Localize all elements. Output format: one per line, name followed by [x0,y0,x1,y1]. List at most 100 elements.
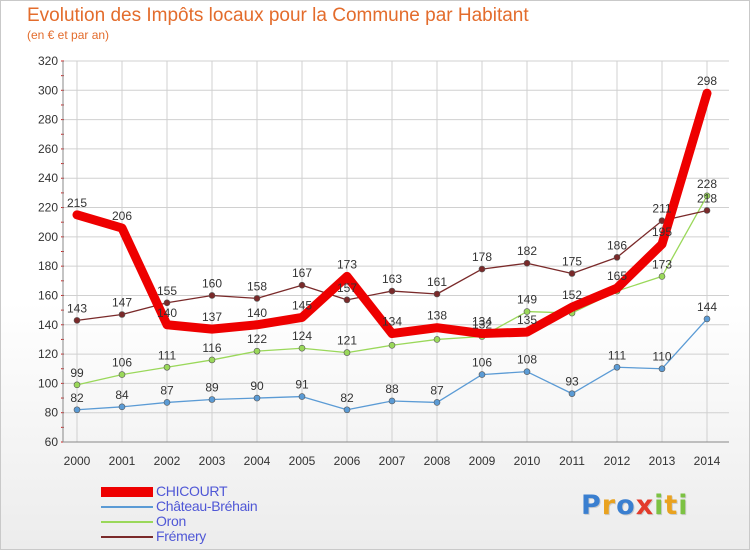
data-point [163,363,171,371]
data-point [523,259,531,267]
y-tick-label: 200 [38,230,58,244]
data-label: 140 [157,306,177,320]
x-tick-label: 2004 [244,454,271,468]
data-label: 182 [517,244,537,258]
data-label: 135 [517,313,537,327]
data-label: 87 [160,383,174,397]
data-point [658,365,666,373]
x-tick-label: 2008 [424,454,451,468]
y-tick-label: 260 [38,142,58,156]
x-tick-label: 2011 [559,454,585,468]
data-point [208,356,216,364]
y-tick-label: 120 [38,347,58,361]
data-point [703,207,711,214]
legend-label: Oron [156,513,186,529]
data-label: 143 [67,301,87,315]
legend-swatch [101,506,153,508]
y-tick-label: 280 [38,113,58,127]
y-tick-label: 60 [45,435,59,449]
logo-letter: i [654,490,665,521]
data-label: 173 [337,257,357,271]
data-point [478,265,486,273]
data-point [298,344,306,352]
x-tick-label: 2000 [64,454,91,468]
data-point [298,393,306,400]
chart-title: Evolution des Impôts locaux pour la Comm… [27,5,529,26]
data-label: 121 [337,334,357,348]
data-label: 93 [565,375,579,389]
x-tick-label: 2010 [514,454,541,468]
x-tick-label: 2012 [604,454,631,468]
data-label: 178 [472,250,492,264]
data-point [118,311,126,318]
data-point [388,287,396,295]
data-label: 82 [70,391,84,405]
data-label: 90 [250,379,264,393]
data-label: 144 [697,300,717,314]
data-label: 173 [652,257,672,271]
legend-swatch [101,536,153,538]
logo-letter: x [635,490,655,521]
y-tick-label: 140 [38,318,58,332]
data-point [253,394,261,402]
data-label: 111 [608,348,627,362]
data-label: 167 [292,266,312,280]
data-point [523,308,531,315]
data-point [613,254,621,261]
data-point [343,406,351,414]
data-point [703,315,711,323]
data-point [253,347,261,355]
y-tick-label: 180 [38,259,58,273]
x-tick-label: 2013 [649,454,676,468]
data-point [118,403,126,411]
data-point [388,341,396,349]
data-label: 152 [562,288,582,302]
data-label: 140 [247,306,267,320]
data-point [73,317,81,324]
x-tick-label: 2007 [379,454,406,468]
logo-letter: r [601,490,617,521]
data-label: 122 [247,332,267,346]
y-tick-label: 220 [38,201,58,215]
data-label: 132 [472,317,492,331]
data-label: 228 [697,177,717,191]
data-label: 161 [427,275,447,289]
data-point [433,399,441,406]
data-label: 106 [472,356,492,370]
data-point [253,295,261,302]
data-point [298,281,306,289]
data-point [208,396,216,403]
data-label: 165 [607,269,627,283]
legend-label: CHICOURT [156,483,228,499]
data-label: 155 [157,284,177,298]
data-point [73,406,81,414]
data-point [118,371,126,378]
data-label: 206 [112,209,132,223]
data-label: 82 [340,391,354,405]
legend-label: Frémery [156,528,207,544]
x-tick-label: 2002 [154,454,181,468]
x-tick-label: 2006 [334,454,361,468]
data-point [343,349,351,356]
data-point [703,192,711,200]
data-label: 147 [112,296,132,310]
data-point [523,368,531,375]
y-tick-label: 100 [38,376,58,390]
data-label: 124 [292,329,312,343]
data-label: 149 [517,293,537,307]
data-point [208,292,216,299]
data-label: 218 [697,191,717,205]
data-point [388,397,396,405]
x-tick-label: 2005 [289,454,316,468]
data-point [433,290,441,298]
legend-swatch [101,521,153,523]
logo-letter: o [616,490,636,521]
data-label: 298 [697,74,717,88]
data-label: 84 [115,388,129,402]
data-label: 163 [382,272,402,286]
data-label: 116 [202,341,221,355]
data-point [658,273,666,280]
data-point [568,390,576,397]
